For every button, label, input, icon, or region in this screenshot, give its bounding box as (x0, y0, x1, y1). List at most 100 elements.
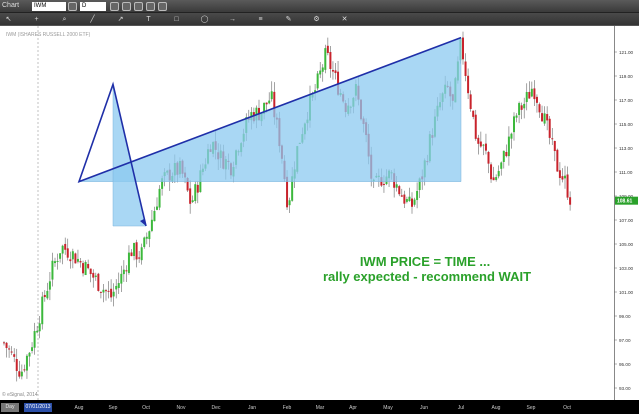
candle (525, 91, 528, 103)
x-tick-label: Jun (419, 405, 429, 411)
candle (191, 200, 194, 203)
candle (469, 94, 472, 109)
candle (416, 190, 419, 200)
candle (79, 261, 82, 263)
info-line: IWM (ISHARES RUSSELL 2000 ETF) (6, 32, 91, 38)
price-axis-labels: 93.00 95.00 97.00 99.00 101.00 103.00 105.00 10… (614, 50, 638, 391)
fib-icon[interactable]: ≡ (258, 16, 263, 23)
crosshair-icon[interactable]: + (34, 16, 39, 23)
candle (28, 352, 31, 357)
candle (158, 188, 161, 208)
candle (115, 285, 118, 290)
candle (518, 103, 521, 116)
candle (138, 257, 141, 259)
candle (10, 351, 13, 353)
candle (89, 268, 92, 275)
zoom-out-icon[interactable] (122, 2, 131, 11)
x-tick-label: Jan (247, 405, 257, 411)
x-tick-label: Jul (457, 405, 465, 411)
zoom-icon[interactable]: ⌕ (62, 16, 67, 23)
candle (546, 114, 549, 121)
candle (551, 138, 554, 140)
candle (71, 251, 74, 260)
x-tick-label: Nov (176, 405, 186, 411)
pattern-line (77, 36, 462, 227)
candle (334, 70, 337, 74)
window-title: Chart (2, 2, 20, 9)
x-tick-label: Oct (563, 405, 571, 411)
drawing-toolbar: ↖ + ⌕ ╱ ↗ T □ ◯ → ≡ ✎ ⚙ ✕ (0, 13, 639, 26)
candle (54, 261, 56, 264)
candle (314, 90, 317, 92)
current-price-marker (615, 196, 638, 205)
candle (291, 176, 294, 201)
candle (194, 184, 197, 202)
candle (153, 210, 156, 222)
candle (189, 188, 192, 204)
zoom-in-icon[interactable] (110, 2, 119, 11)
line-icon[interactable]: ╱ (90, 16, 95, 23)
x-tick-label: Sep (526, 405, 536, 411)
edit-icon[interactable] (134, 2, 143, 11)
refresh-icon[interactable] (146, 2, 155, 11)
cursor-icon[interactable]: ↖ (5, 16, 12, 23)
candle (125, 270, 128, 272)
candle (288, 200, 291, 206)
candle (490, 164, 493, 180)
candle (513, 116, 515, 133)
candle (561, 176, 564, 180)
text-icon[interactable]: T (146, 16, 151, 23)
candle (395, 184, 398, 188)
candle (61, 245, 64, 254)
x-tick-label: Sep (108, 405, 118, 411)
x-tick-label: Oct (142, 405, 150, 411)
candle (408, 196, 411, 202)
price-axis[interactable] (614, 26, 639, 400)
price-chart[interactable] (0, 26, 639, 400)
pencil-icon[interactable]: ✎ (285, 16, 292, 23)
trend-icon[interactable]: ↗ (117, 16, 124, 23)
candle (36, 330, 39, 333)
ellipse-icon[interactable]: ◯ (200, 16, 209, 23)
box-icon[interactable]: □ (174, 16, 179, 23)
candle (467, 75, 470, 94)
candle (112, 291, 115, 297)
candle (31, 347, 34, 351)
time-axis[interactable] (0, 400, 639, 414)
candle (495, 177, 498, 180)
candle (482, 144, 485, 146)
candle (105, 290, 107, 292)
candle (319, 70, 322, 75)
period-input[interactable]: D (80, 2, 106, 11)
candle (543, 113, 546, 124)
candle (130, 252, 133, 257)
annotation-line-2: rally expected - recommend WAIT (322, 269, 532, 284)
x-tick-label: Feb (282, 405, 292, 411)
candle (523, 103, 526, 109)
candle (382, 183, 385, 185)
candle (533, 88, 536, 100)
candle (398, 186, 401, 195)
symbol-input[interactable]: IWM (32, 2, 66, 11)
candle (33, 331, 36, 348)
candle (13, 354, 16, 357)
delete-icon[interactable]: ✕ (341, 16, 348, 23)
candle (120, 273, 123, 284)
candle (553, 141, 556, 152)
candle (156, 206, 158, 210)
candle (484, 143, 487, 151)
candle (186, 177, 189, 191)
symbol-dropdown-icon[interactable] (68, 2, 77, 11)
x-tick-label: May (383, 405, 393, 411)
candle (56, 260, 59, 262)
candle (464, 61, 467, 76)
candle (487, 151, 490, 164)
annotation-line-1: IWM PRICE = TIME ... (359, 254, 491, 269)
help-icon[interactable] (158, 2, 167, 11)
arrow-icon[interactable]: → (229, 16, 236, 23)
settings-icon[interactable]: ⚙ (313, 16, 320, 23)
candle (161, 178, 164, 189)
candle (500, 162, 503, 169)
y-tick-label: 113.00 (619, 146, 633, 151)
candle (20, 371, 23, 377)
